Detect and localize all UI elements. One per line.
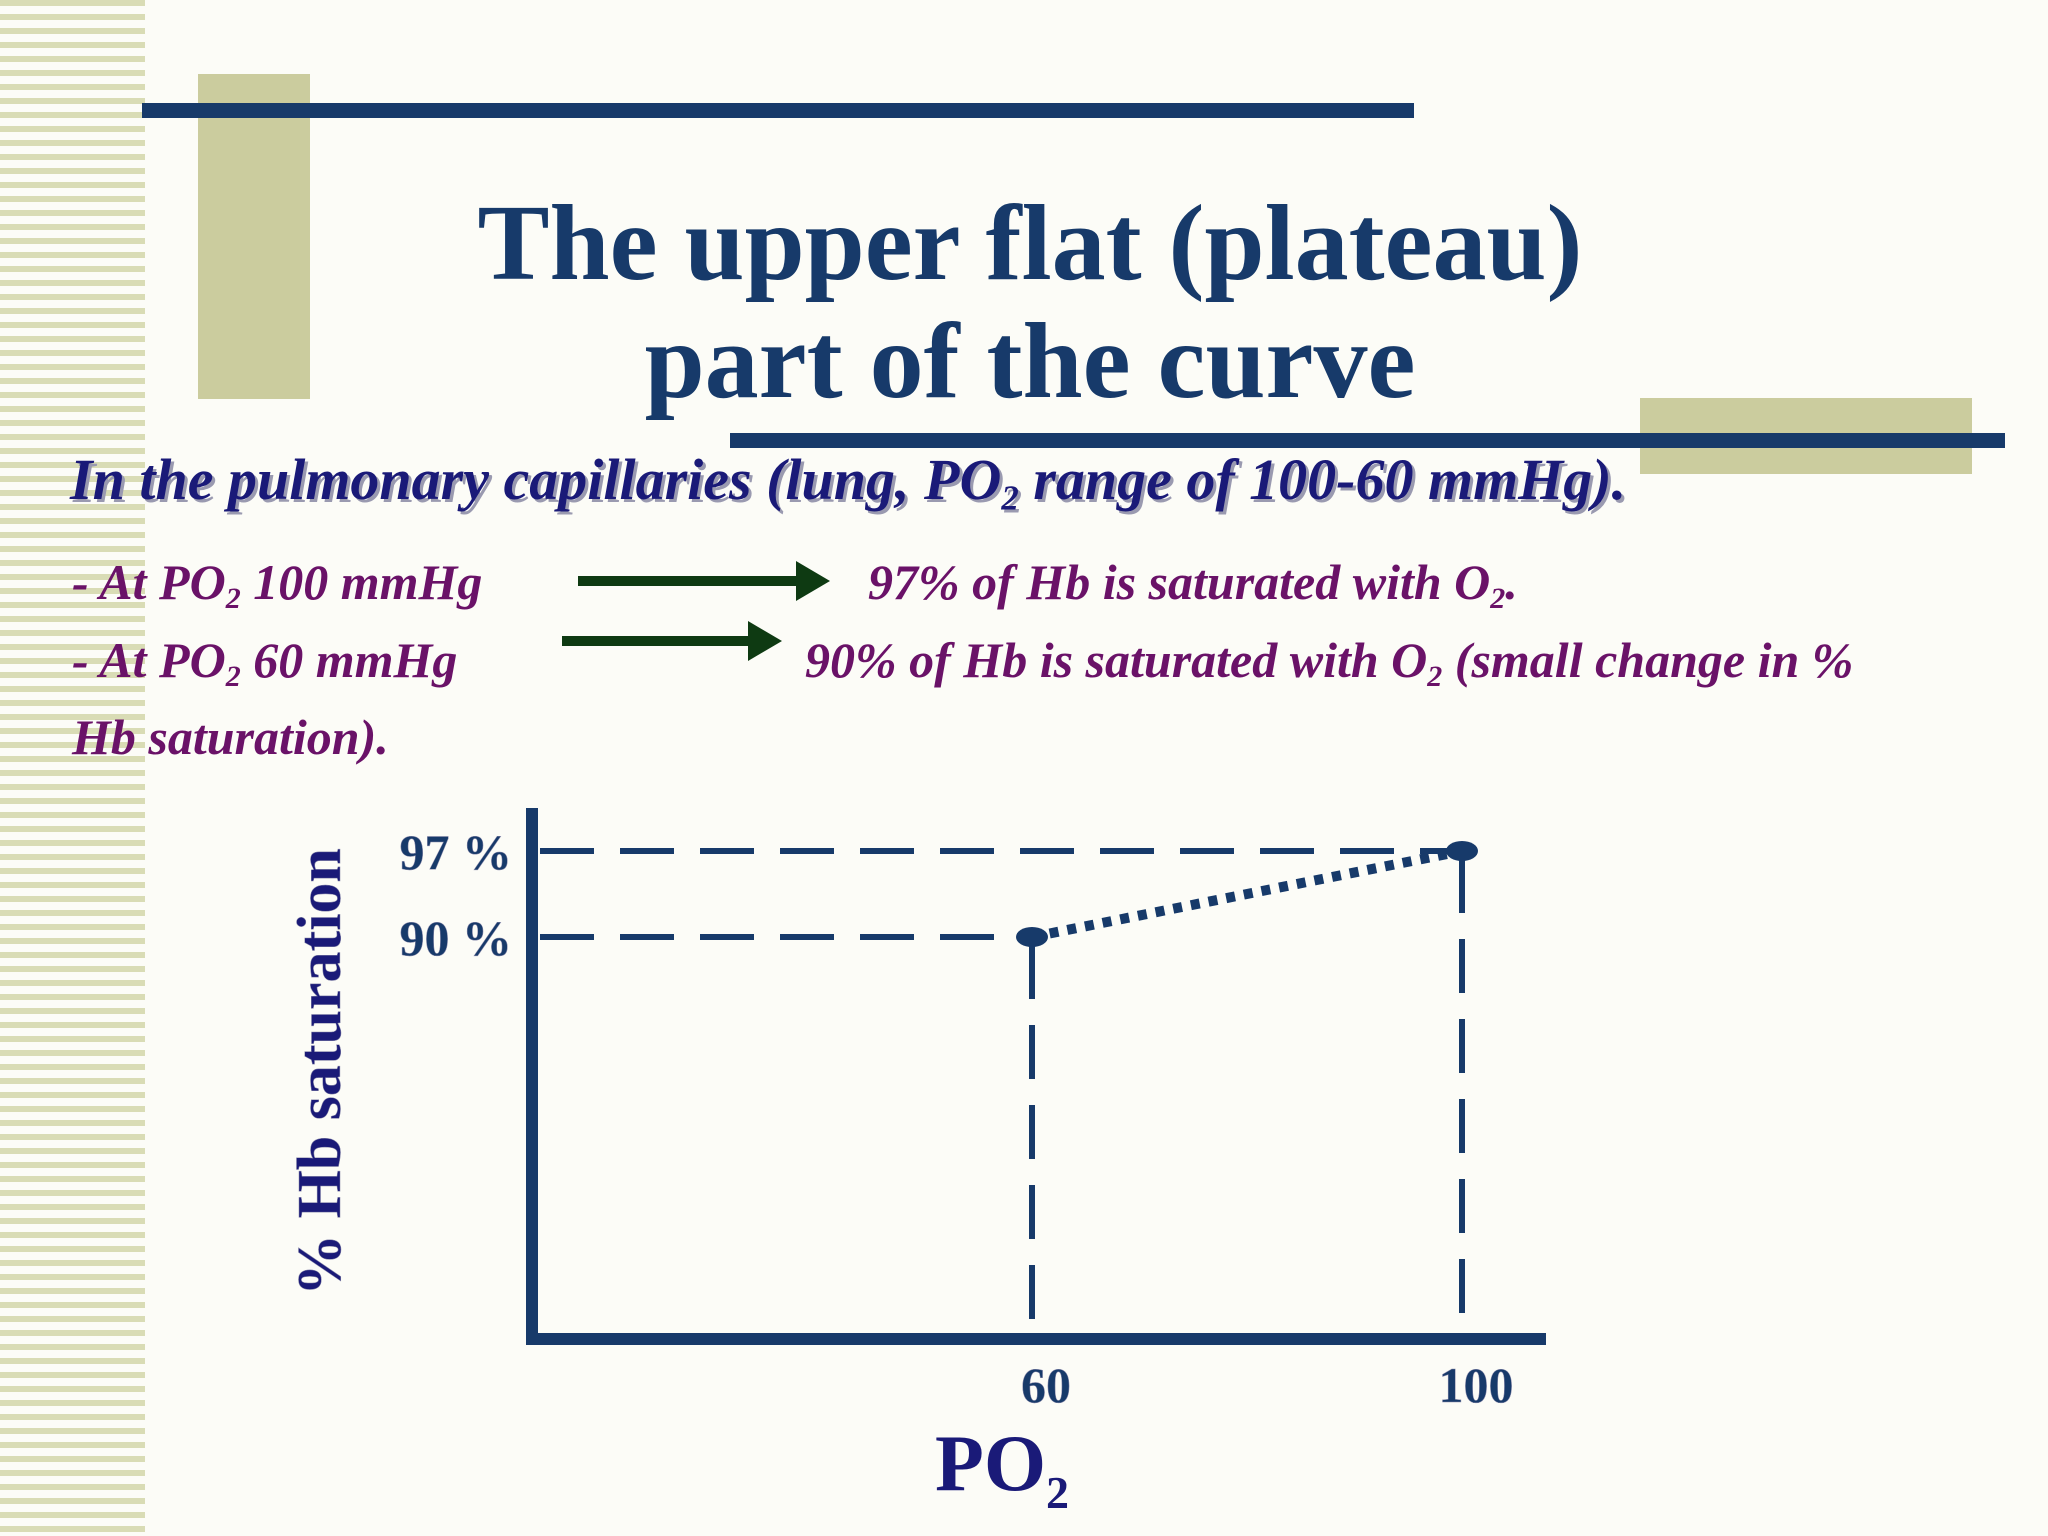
bullet-1-result-text: 97% of Hb is saturated with O [868,554,1491,610]
x-axis-label-sub: 2 [1046,1467,1069,1518]
bullet-2-text: - At PO [72,632,226,688]
bullet-1-subscript: 2 [225,582,241,615]
bullet-line-1-condition: - At PO2 100 mmHg [72,552,483,615]
bullet-line-3: Hb saturation). [72,709,389,765]
subheading-text: In the pulmonary capillaries (lung, PO [70,447,1002,512]
guide-lines [540,848,1465,1333]
bullet-line-1-result: 97% of Hb is saturated with O2. [868,552,1518,615]
title-accent-block-left [198,74,310,399]
x-tick-label-0: 60 [1021,1357,1071,1413]
bullet-1-text-end: 100 mmHg [240,554,483,610]
series-line [1031,846,1463,942]
bullet-1-result-subscript: 2 [1490,582,1506,615]
subheading-subscript: 2 [1001,478,1019,518]
bullet-2-subscript: 2 [225,660,241,693]
y-axis-label: % Hb saturation [286,848,354,1296]
chart-axes [526,808,1546,1345]
tick-labels: 97 % 90 % 60 100 [399,824,1514,1414]
subheading-text-end: range of 100-60 mmHg). [1018,447,1627,512]
bullet-2-result-subscript: 2 [1427,660,1443,693]
subheading: In the pulmonary capillaries (lung, PO2 … [70,445,2000,515]
x-axis [526,1333,1546,1345]
bullet-2-result-text: 90% of Hb is saturated with O [805,632,1428,688]
bullet-1-text: - At PO [72,554,226,610]
bullet-2-result-end: (small change in % [1442,632,1854,688]
x-axis-label: PO2 [935,1420,1069,1518]
top-rule [142,103,1414,118]
bullet-1-result-end: . [1505,554,1518,610]
y-axis [526,808,538,1341]
x-tick-label-1: 100 [1439,1357,1514,1413]
arrow-icon [562,621,782,661]
x-axis-label-main: PO [935,1420,1046,1508]
arrow-icon [578,561,830,601]
bullet-line-2-condition: - At PO2 60 mmHg [72,630,458,693]
bullet-line-2-result: 90% of Hb is saturated with O2 (small ch… [805,630,1854,693]
data-point-0 [1016,927,1048,947]
slide-title: The upper flat (plateau) part of the cur… [330,185,1730,421]
title-line-1: The upper flat (plateau) [477,184,1583,303]
data-point-1 [1446,841,1478,861]
data-series [1016,841,1478,947]
title-line-2: part of the curve [644,302,1416,421]
bullet-2-text-end: 60 mmHg [240,632,458,688]
y-tick-label-1: 90 % [400,910,513,966]
left-stripe-decoration [0,0,145,1536]
y-tick-label-0: 97 % [400,824,513,880]
bottom-title-rule [730,433,2005,448]
